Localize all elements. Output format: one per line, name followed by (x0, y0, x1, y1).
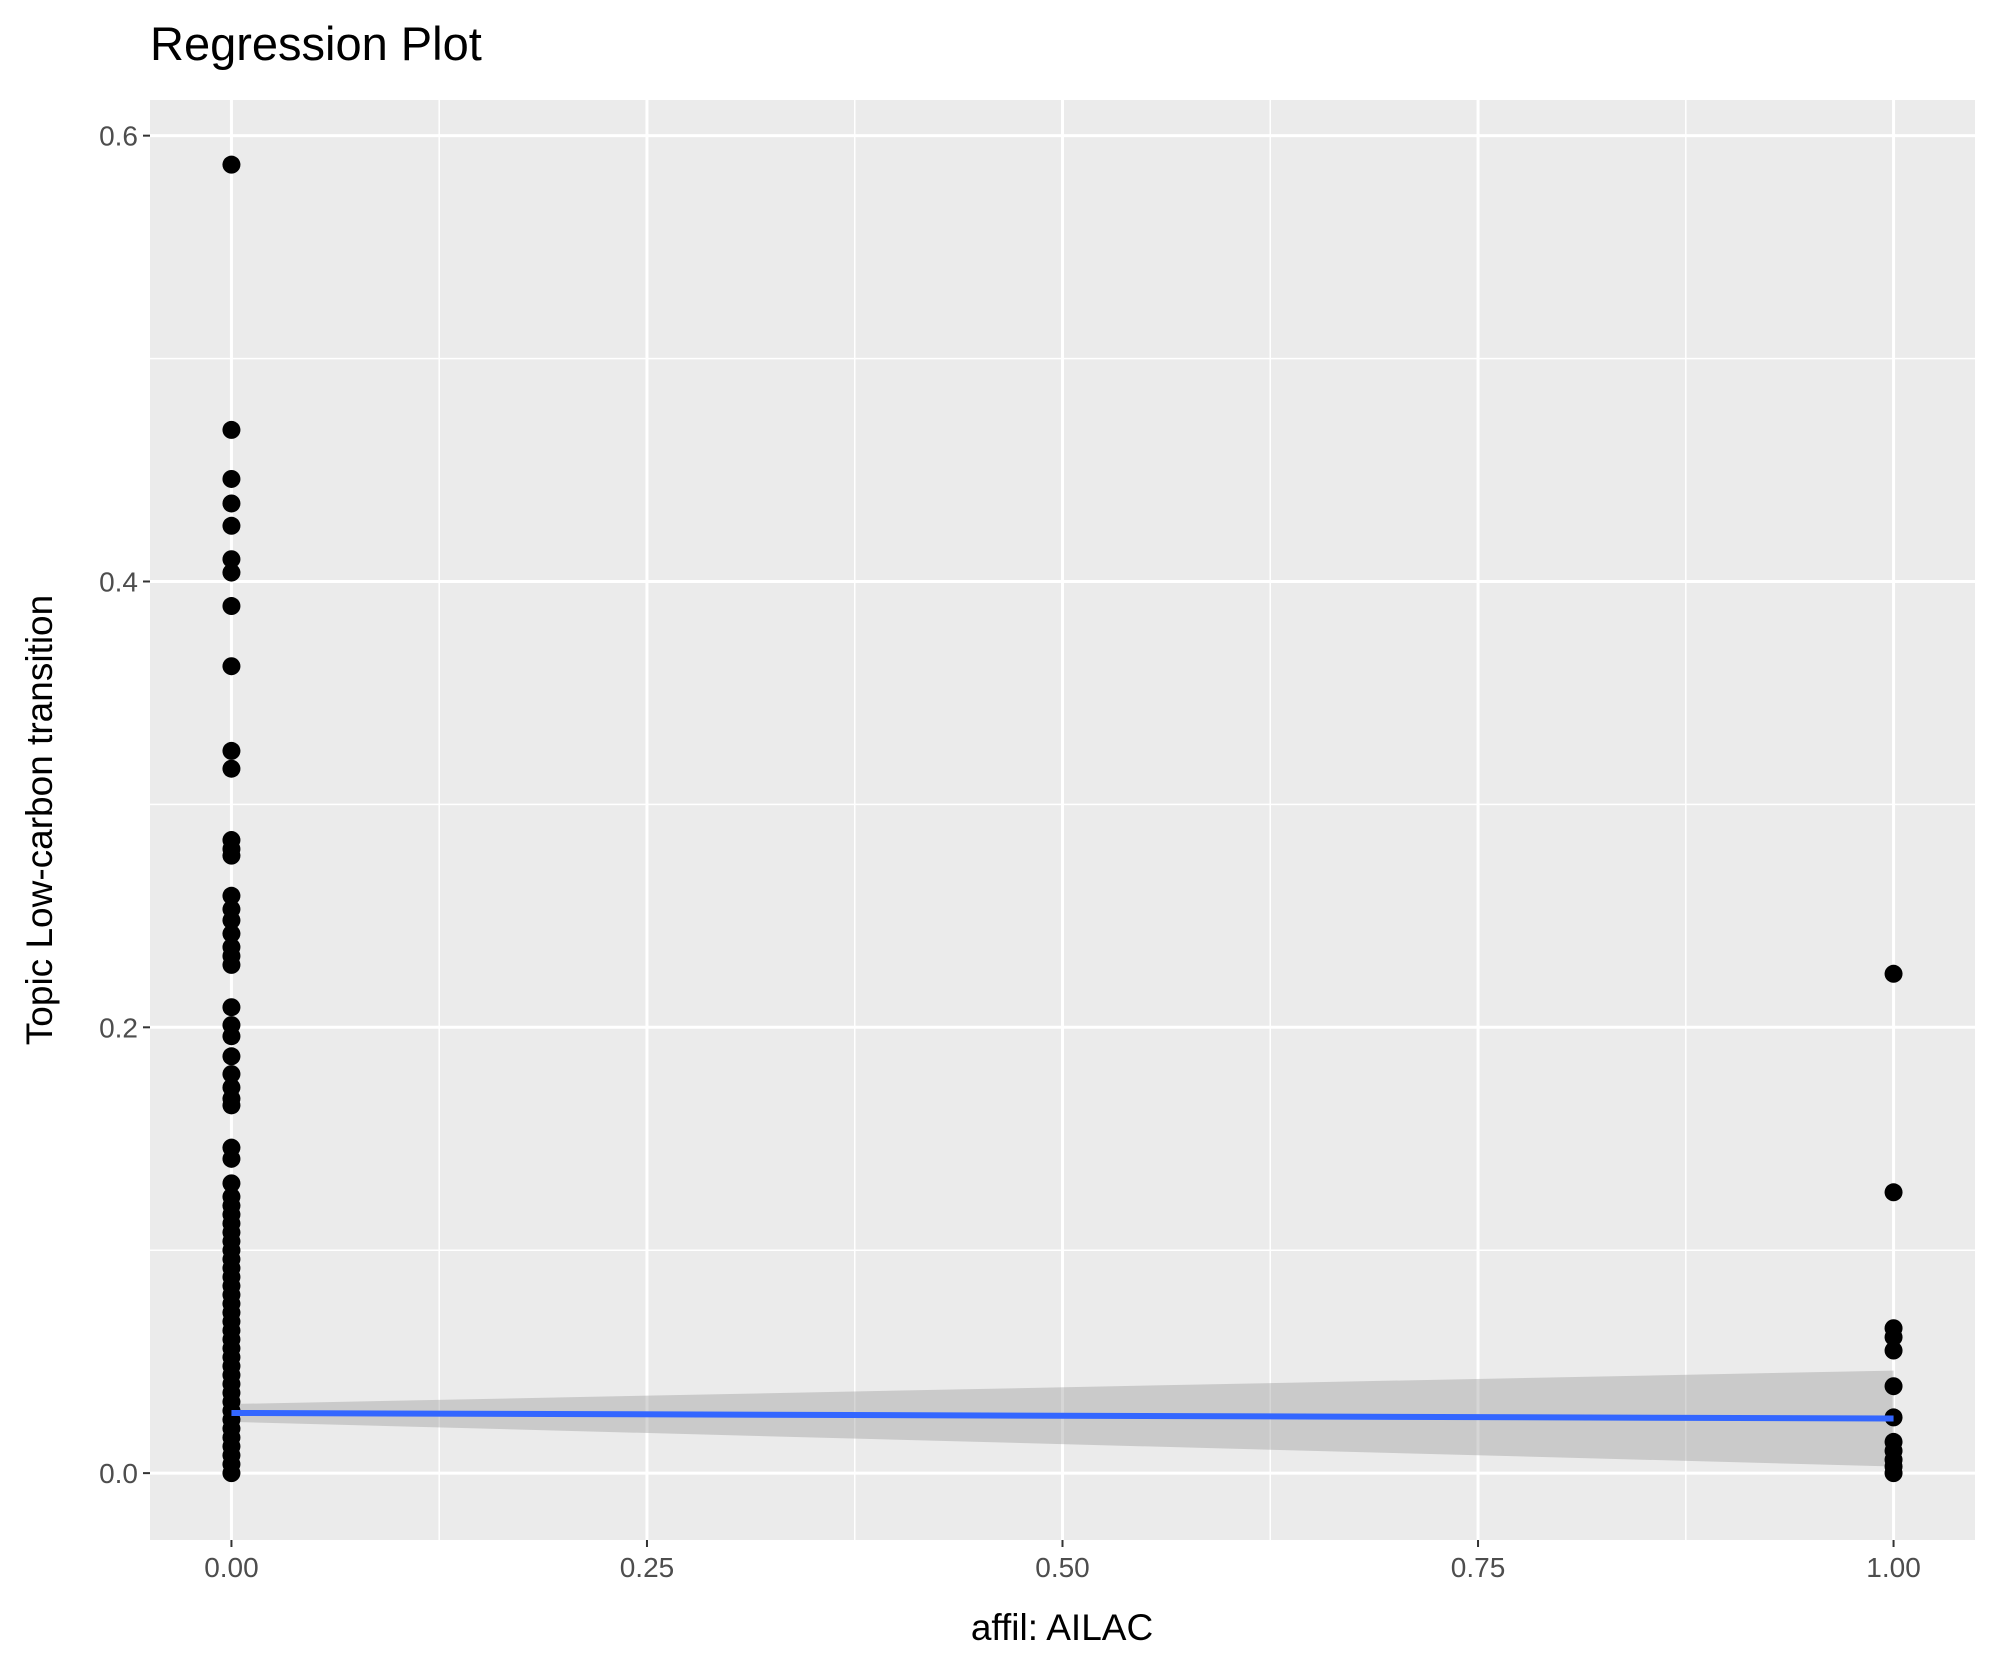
x-tick-label: 0.50 (1035, 1552, 1090, 1583)
data-point (222, 1065, 241, 1084)
data-point (1884, 1183, 1903, 1202)
data-point (222, 469, 241, 488)
data-point (222, 563, 241, 582)
y-tick-label: 0.6 (99, 121, 138, 152)
data-point (222, 1149, 241, 1168)
data-point (222, 955, 241, 974)
data-point (222, 1464, 241, 1483)
data-point (1884, 1341, 1903, 1360)
y-axis-label: Topic Low-carbon transition (19, 595, 60, 1045)
y-tick-label: 0.4 (99, 566, 138, 597)
x-tick-label: 0.25 (620, 1552, 675, 1583)
data-point (222, 494, 241, 513)
data-point (222, 741, 241, 760)
data-point (222, 1047, 241, 1066)
data-point (1884, 964, 1903, 983)
data-points (222, 155, 1903, 1483)
data-point (222, 924, 241, 943)
x-tick-label: 0.00 (204, 1552, 259, 1583)
data-point (222, 759, 241, 778)
data-point (222, 155, 241, 174)
data-point (222, 846, 241, 865)
data-point (222, 886, 241, 905)
chart-title: Regression Plot (150, 17, 482, 70)
y-tick-label: 0.0 (99, 1458, 138, 1489)
data-point (1884, 1464, 1903, 1483)
data-point (222, 1027, 241, 1046)
gridlines (150, 100, 1975, 1540)
data-point (1884, 1377, 1903, 1396)
regression-line (231, 1409, 1894, 1422)
data-point (222, 657, 241, 676)
x-tick-label: 1.00 (1866, 1552, 1921, 1583)
axis-ticks: 0.00 0.25 0.50 0.75 1.00 0.0 0.2 0.4 0.6 (99, 121, 1921, 1583)
x-axis-label: affil: AILAC (971, 1607, 1153, 1648)
y-tick-label: 0.2 (99, 1012, 138, 1043)
data-point (222, 1174, 241, 1193)
data-point (222, 420, 241, 439)
x-tick-label: 0.75 (1451, 1552, 1506, 1583)
data-point (222, 998, 241, 1017)
data-point (222, 911, 241, 930)
data-point (1884, 1328, 1903, 1347)
data-point (222, 516, 241, 535)
data-point (222, 550, 241, 569)
data-point (222, 597, 241, 616)
data-point (222, 1096, 241, 1115)
